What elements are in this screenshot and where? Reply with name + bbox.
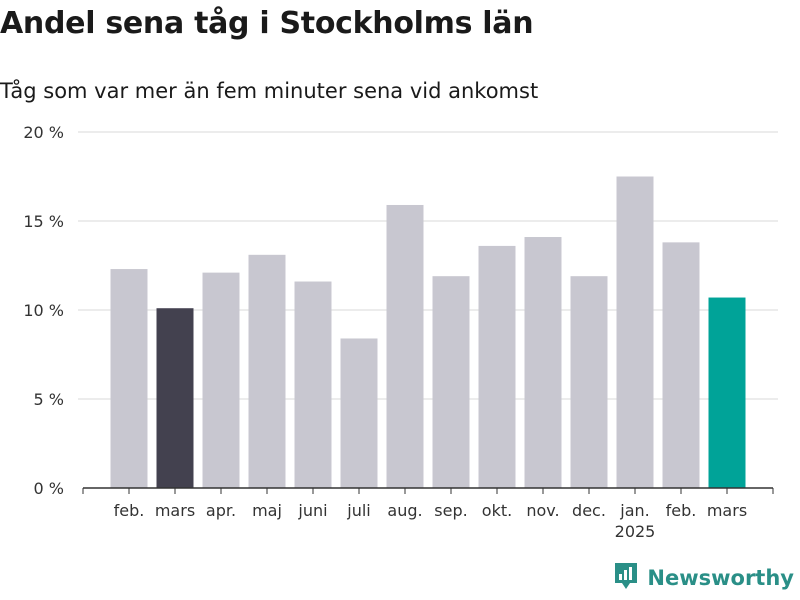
y-tick-label: 5 %	[34, 390, 64, 409]
x-tick-label: sep.	[434, 501, 467, 520]
bar	[616, 176, 654, 488]
bar	[570, 276, 608, 488]
y-tick-label: 0 %	[34, 479, 64, 498]
bar	[248, 254, 286, 488]
x-tick-label: okt.	[482, 501, 512, 520]
x-tick-label: mars	[155, 501, 195, 520]
brand-footer: Newsworthy	[613, 563, 794, 593]
x-tick-label: juli	[346, 501, 370, 520]
y-tick-label: 10 %	[23, 301, 64, 320]
newsworthy-logo-icon	[613, 561, 639, 595]
x-tick-label: feb.	[114, 501, 145, 520]
bar	[110, 269, 148, 488]
x-tick-label: mars	[707, 501, 747, 520]
bar	[202, 272, 240, 488]
x-tick-label: dec.	[572, 501, 606, 520]
grid-lines	[78, 131, 778, 400]
y-axis-ticks: 0 % 5 % 10 % 15 % 20 %	[23, 123, 64, 498]
bar	[662, 242, 700, 488]
bar	[294, 281, 332, 488]
x-tick-label: nov.	[526, 501, 559, 520]
y-tick-label: 20 %	[23, 123, 64, 142]
bar	[478, 245, 516, 488]
x-tick-label: apr.	[206, 501, 236, 520]
bar	[156, 308, 194, 488]
bar	[708, 297, 746, 488]
bars	[110, 176, 746, 489]
x-tick-label: jan.	[619, 501, 649, 520]
x-tick-label: maj	[252, 501, 282, 520]
bar	[340, 338, 378, 488]
x-year-label: 2025	[615, 522, 656, 541]
x-tick-label: juni	[297, 501, 327, 520]
bar	[524, 237, 562, 488]
chart-title: Andel sena tåg i Stockholms län	[0, 6, 534, 41]
brand-name: Newsworthy	[647, 566, 794, 590]
bar	[386, 204, 424, 489]
x-axis-ticks: feb. mars apr. maj juni juli aug. sep. okt. nov. d…	[82, 488, 774, 541]
bar	[432, 276, 470, 488]
y-tick-label: 15 %	[23, 212, 64, 231]
chart-subtitle: Tåg som var mer än fem minuter sena vid …	[0, 79, 539, 103]
x-tick-label: aug.	[387, 501, 422, 520]
x-tick-label: feb.	[666, 501, 697, 520]
